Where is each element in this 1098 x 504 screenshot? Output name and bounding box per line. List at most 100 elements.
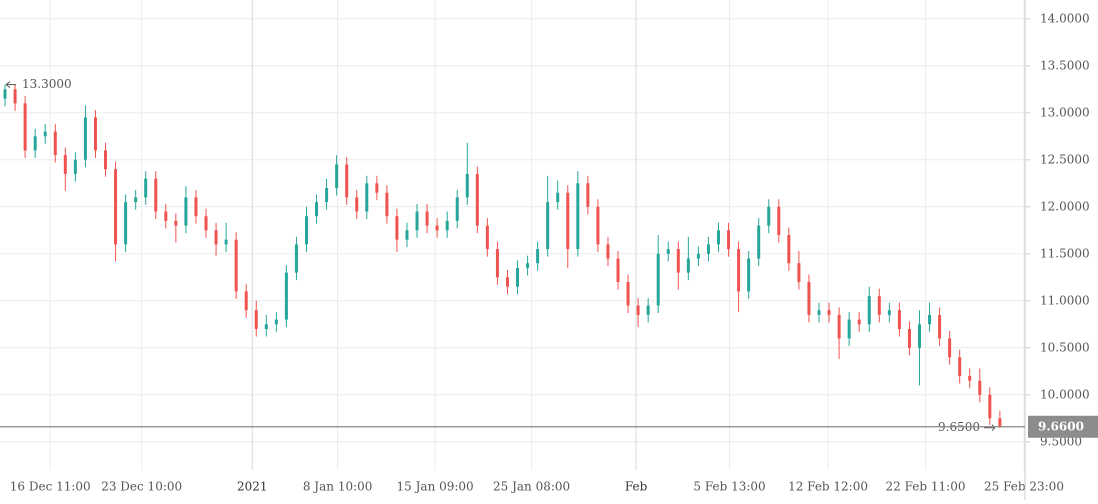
candle-body bbox=[114, 169, 118, 245]
x-tick-label: 5 Feb 13:00 bbox=[693, 480, 765, 494]
candle-body bbox=[706, 244, 710, 254]
candle-body bbox=[737, 249, 741, 292]
candle-body bbox=[104, 150, 108, 170]
candle-body bbox=[917, 324, 921, 348]
candle-body bbox=[405, 230, 409, 240]
x-tick-label: 8 Jan 10:00 bbox=[303, 480, 373, 494]
candle-body bbox=[224, 239, 228, 245]
y-tick-label: 12.5000 bbox=[1040, 152, 1090, 166]
candle-body bbox=[857, 319, 861, 325]
candle-body bbox=[214, 230, 218, 245]
x-tick-label: 25 Jan 08:00 bbox=[493, 480, 570, 494]
candle-body bbox=[294, 244, 298, 273]
x-tick-label: 23 Dec 10:00 bbox=[101, 480, 182, 494]
candle-body bbox=[958, 357, 962, 376]
candle-body bbox=[887, 310, 891, 315]
candle-body bbox=[355, 197, 359, 212]
candle-body bbox=[93, 117, 97, 151]
candle-body bbox=[656, 253, 660, 306]
y-tick-label: 12.0000 bbox=[1040, 199, 1090, 213]
candle-body bbox=[747, 258, 751, 292]
candle-body bbox=[63, 155, 67, 174]
candle-body bbox=[184, 197, 188, 226]
x-tick-label: 22 Feb 11:00 bbox=[886, 480, 966, 494]
candle-body bbox=[536, 249, 540, 264]
candle-body bbox=[566, 192, 570, 250]
min-marker-arrow bbox=[984, 424, 996, 432]
y-tick-label: 10.5000 bbox=[1040, 340, 1090, 354]
candle-body bbox=[696, 253, 700, 259]
candle-body bbox=[556, 192, 560, 203]
candle-body bbox=[425, 211, 429, 226]
candle-body bbox=[847, 319, 851, 339]
candle-body bbox=[928, 314, 932, 325]
x-tick-label: 12 Feb 12:00 bbox=[788, 480, 868, 494]
y-tick-label: 11.0000 bbox=[1040, 293, 1090, 307]
candle-body bbox=[616, 258, 620, 282]
candle-body bbox=[53, 131, 57, 156]
candle-body bbox=[234, 239, 238, 292]
candle-body bbox=[204, 216, 208, 231]
candle-body bbox=[395, 216, 399, 240]
candle-body bbox=[717, 230, 721, 245]
candle-body bbox=[274, 319, 278, 325]
candle-body bbox=[445, 220, 449, 231]
y-tick-label: 9.5000 bbox=[1040, 434, 1082, 448]
candle-body bbox=[837, 314, 841, 339]
x-tick-label: 25 Feb 23:00 bbox=[984, 480, 1064, 494]
candle-body bbox=[526, 263, 530, 268]
y-tick-label: 13.5000 bbox=[1040, 58, 1090, 72]
candle-body bbox=[174, 220, 178, 226]
candle-body bbox=[244, 291, 248, 311]
candle-body bbox=[455, 197, 459, 221]
y-tick-label: 14.0000 bbox=[1040, 11, 1090, 25]
candle-body bbox=[877, 296, 881, 315]
candle-body bbox=[727, 230, 731, 250]
candle-body bbox=[144, 178, 148, 198]
candle-body bbox=[817, 310, 821, 315]
candle-body bbox=[435, 225, 439, 231]
candle-body bbox=[254, 310, 258, 329]
candle-body bbox=[164, 211, 168, 221]
y-tick-label: 13.0000 bbox=[1040, 105, 1090, 119]
candle-body bbox=[345, 164, 349, 198]
candle-body bbox=[586, 183, 590, 207]
candle-body bbox=[516, 267, 520, 287]
candle-body bbox=[686, 258, 690, 273]
candle-body bbox=[606, 244, 610, 259]
candle-body bbox=[194, 197, 198, 217]
x-tick-label: Feb bbox=[625, 480, 648, 494]
candle-body bbox=[948, 338, 952, 358]
candle-body bbox=[83, 117, 87, 160]
max-marker-label: 13.3000 bbox=[22, 77, 72, 91]
last-price-label: 9.6600 bbox=[1038, 419, 1084, 433]
candle-body bbox=[757, 225, 761, 259]
candle-body bbox=[867, 296, 871, 325]
max-marker-head bbox=[5, 81, 11, 88]
candle-body bbox=[666, 249, 670, 254]
candle-body bbox=[998, 418, 1002, 427]
candle-body bbox=[154, 178, 158, 212]
candle-body bbox=[777, 206, 781, 235]
candle-body bbox=[465, 173, 469, 198]
candle-body bbox=[907, 329, 911, 348]
candle-body bbox=[767, 206, 771, 226]
candle-body bbox=[335, 164, 339, 188]
candle-body bbox=[485, 225, 489, 250]
candle-body bbox=[576, 183, 580, 250]
candle-body bbox=[546, 202, 550, 250]
candle-body bbox=[827, 310, 831, 315]
candle-body bbox=[43, 131, 47, 137]
candle-body bbox=[415, 211, 419, 231]
candle-body bbox=[365, 183, 369, 212]
candle-body bbox=[988, 394, 992, 419]
candle-body bbox=[375, 183, 379, 193]
x-tick-label: 16 Dec 11:00 bbox=[10, 480, 91, 494]
candle-body bbox=[124, 202, 128, 245]
y-tick-label: 11.5000 bbox=[1040, 246, 1090, 260]
candle-body bbox=[636, 305, 640, 315]
y-tick-label: 10.0000 bbox=[1040, 387, 1090, 401]
candle-body bbox=[978, 380, 982, 395]
candle-body bbox=[73, 159, 77, 174]
